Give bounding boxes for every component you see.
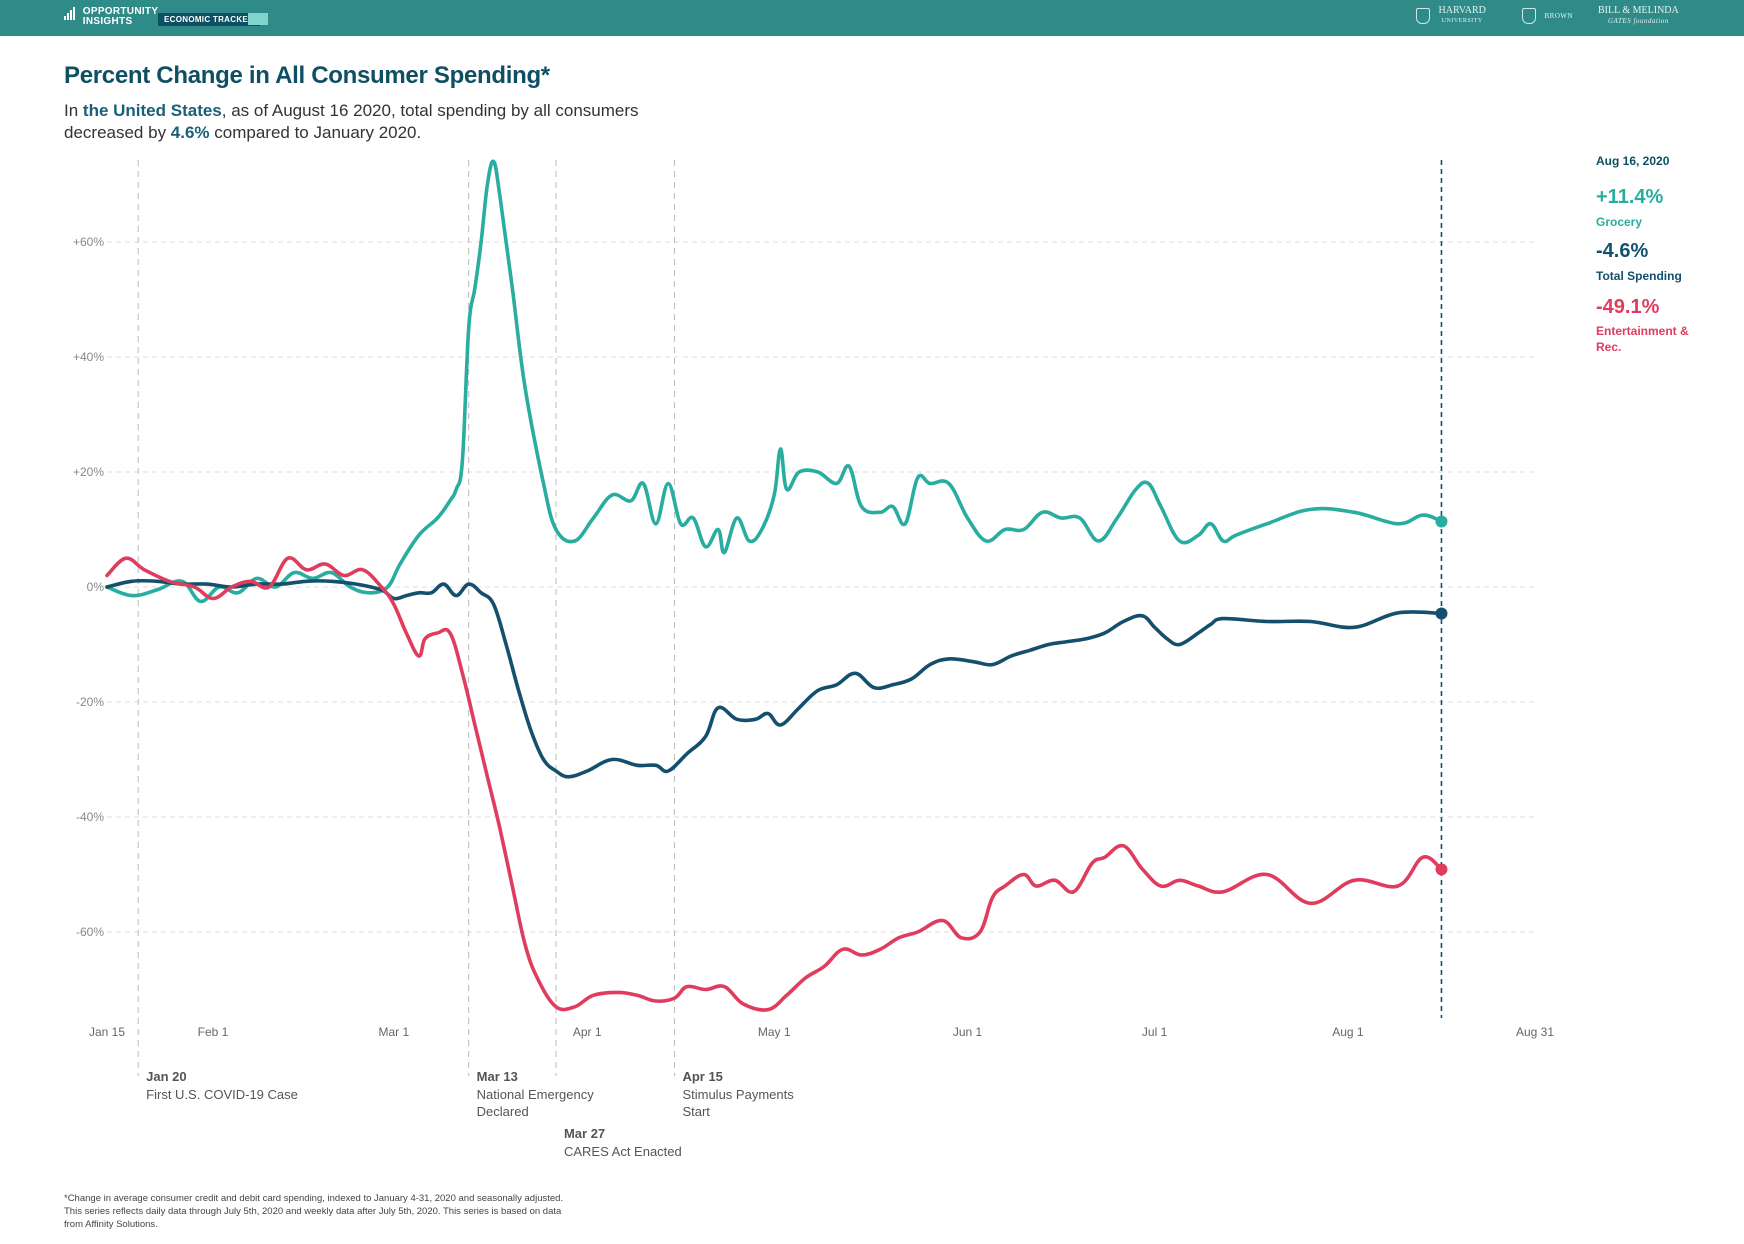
event-date-label: Apr 15 xyxy=(682,1069,722,1084)
event-text-label: First U.S. COVID-19 Case xyxy=(146,1087,298,1102)
brown-logo[interactable]: BROWN xyxy=(1522,8,1573,24)
grocery-current-value: +11.4% xyxy=(1596,186,1664,208)
grocery-end-point[interactable] xyxy=(1435,515,1448,528)
gates-foundation-logo[interactable]: BILL & MELINDA GATES foundation xyxy=(1598,6,1679,26)
x-tick-label: Aug 31 xyxy=(1516,1025,1554,1039)
y-tick-label: +20% xyxy=(73,465,104,479)
y-tick-label: 0% xyxy=(87,580,105,594)
grocery-line[interactable] xyxy=(105,159,1444,604)
event-text-label: Start xyxy=(682,1104,710,1119)
entertainment-label: Entertainment & Rec. xyxy=(1596,324,1689,354)
event-date-label: Mar 13 xyxy=(477,1069,518,1084)
spending-line-chart[interactable]: Jan 20 First U.S. COVID-19 Case Mar 13 Nati… xyxy=(0,0,1744,1180)
current-date-label: Aug 16, 2020 xyxy=(1596,154,1670,168)
x-tick-label: Feb 1 xyxy=(198,1025,229,1039)
subtitle-part-2: , as of August 16 2020, total spending b… xyxy=(64,101,639,142)
y-tick-label: -20% xyxy=(76,695,104,709)
grocery-label: Grocery xyxy=(1596,215,1643,229)
header-bar: OPPORTUNITY INSIGHTS ECONOMIC TRACKER HA… xyxy=(0,0,1744,36)
logo-bars-icon xyxy=(64,7,76,20)
x-tick-label: Jan 15 xyxy=(89,1025,125,1039)
event-markers: Jan 20 First U.S. COVID-19 Case Mar 13 Nati… xyxy=(137,160,1443,1159)
logo-text-2: INSIGHTS xyxy=(82,16,133,27)
chart-subtitle: In the United States, as of August 16 20… xyxy=(64,100,704,144)
y-tick-label: +60% xyxy=(73,235,104,249)
x-tick-label: Mar 1 xyxy=(379,1025,410,1039)
gridlines xyxy=(107,241,1535,933)
y-tick-label: +40% xyxy=(73,350,104,364)
axis-ticks: +60% +40% +20% 0% -20% -40% -60% Jan 15 Feb 1 Mar… xyxy=(73,235,1554,1039)
footnote: *Change in average consumer credit and d… xyxy=(64,1192,664,1231)
entertainment-rec-line[interactable] xyxy=(105,556,1444,1012)
footnote-line-3: from Affinity Solutions. xyxy=(64,1219,158,1230)
event-date-label: Jan 20 xyxy=(146,1069,186,1084)
economic-tracker-tag[interactable]: ECONOMIC TRACKER xyxy=(158,13,261,26)
subtitle-part-3: compared to January 2020. xyxy=(209,123,422,142)
x-tick-label: Apr 1 xyxy=(573,1025,602,1039)
footnote-line-1: *Change in average consumer credit and d… xyxy=(64,1193,564,1204)
total-spending-line[interactable] xyxy=(105,578,1444,779)
event-text-label: CARES Act Enacted xyxy=(564,1144,682,1159)
harvard-crest-icon xyxy=(1416,8,1430,24)
total-change-value: 4.6% xyxy=(170,123,210,142)
subtitle-part-1: In xyxy=(64,101,83,120)
event-date-label: Mar 27 xyxy=(564,1126,605,1141)
harvard-logo[interactable]: HARVARD UNIVERSITY xyxy=(1416,6,1486,26)
total-label: Total Spending xyxy=(1596,269,1682,283)
x-tick-label: Jul 1 xyxy=(1142,1025,1168,1039)
partner-1-sub: UNIVERSITY xyxy=(1441,18,1483,24)
series-lines[interactable] xyxy=(105,159,1448,1012)
total-current-value: -4.6% xyxy=(1596,240,1649,262)
partner-3-name: BILL & MELINDA xyxy=(1598,5,1679,16)
entertainment-current-value: -49.1% xyxy=(1596,296,1660,318)
partner-2-name: BROWN xyxy=(1544,12,1574,20)
y-tick-label: -60% xyxy=(76,925,104,939)
x-tick-label: Jun 1 xyxy=(953,1025,983,1039)
chart-title: Percent Change in All Consumer Spending* xyxy=(64,62,550,89)
y-tick-label: -40% xyxy=(76,810,104,824)
x-tick-label: May 1 xyxy=(758,1025,791,1039)
event-text-label: National Emergency xyxy=(477,1087,595,1102)
event-text-label: Stimulus Payments xyxy=(682,1087,794,1102)
x-tick-label: Aug 1 xyxy=(1332,1025,1364,1039)
opportunity-insights-logo[interactable]: OPPORTUNITY INSIGHTS xyxy=(64,7,158,27)
entertainment-rec-end-point[interactable] xyxy=(1435,863,1448,876)
tracker-tag-accent xyxy=(248,13,268,25)
location-selector[interactable]: the United States xyxy=(82,101,222,120)
total-spending-end-point[interactable] xyxy=(1435,607,1448,620)
partner-1-name: HARVARD xyxy=(1438,5,1486,16)
brown-crest-icon xyxy=(1522,8,1536,24)
event-text-label: Declared xyxy=(477,1104,529,1119)
partner-3-sub: GATES foundation xyxy=(1607,17,1669,25)
footnote-line-2: This series reflects daily data through … xyxy=(64,1206,562,1217)
logo-text-1: OPPORTUNITY xyxy=(82,6,159,17)
